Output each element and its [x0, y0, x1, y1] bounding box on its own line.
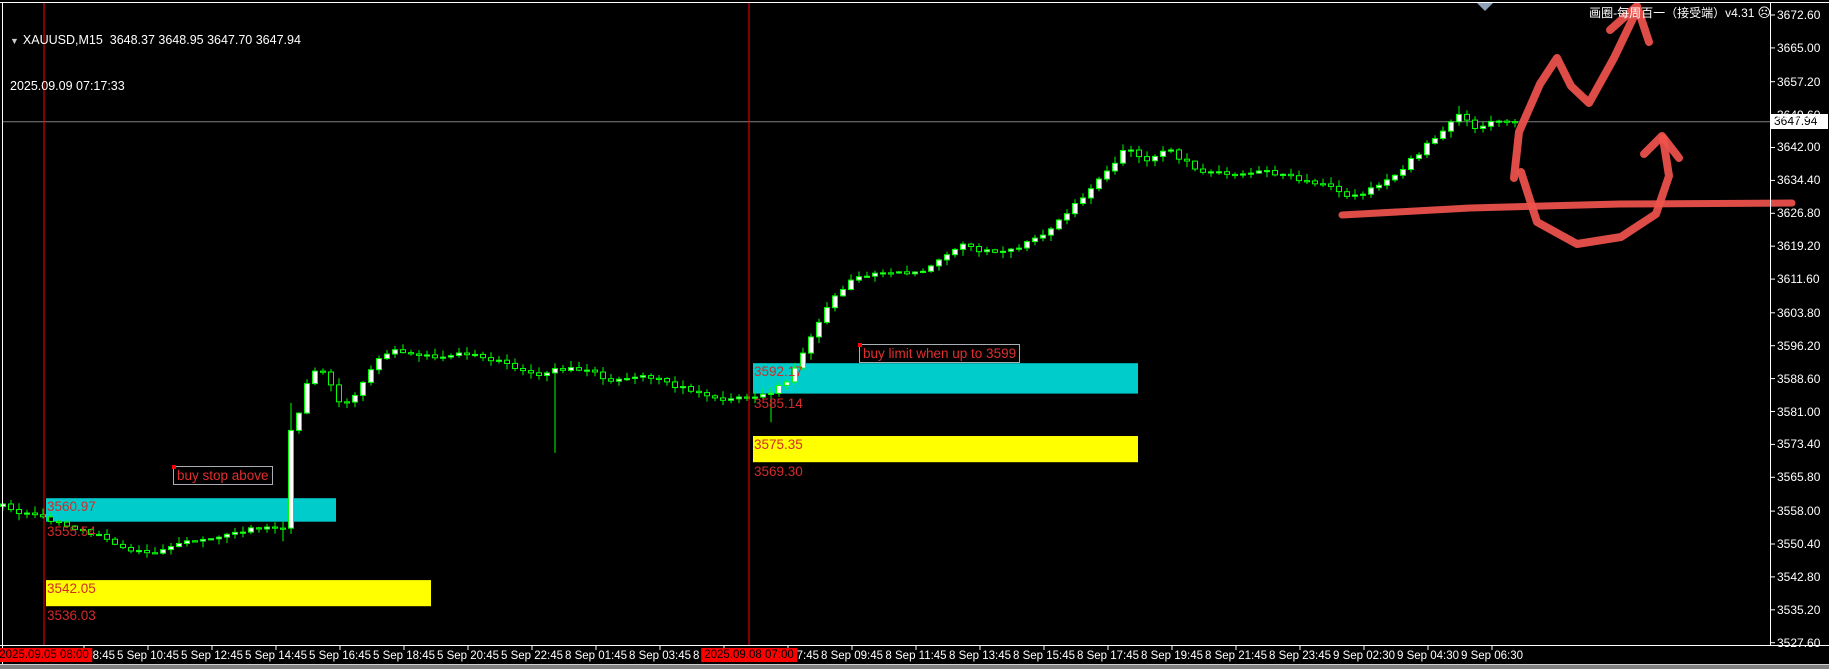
zone-rect-3[interactable] [753, 436, 1138, 463]
time-axis-label: 8 Sep 17:45 [1076, 650, 1140, 662]
vline-time-tag[interactable]: 2025.09.05 08:00 [0, 648, 92, 662]
price-axis-label: 3565.80 [1777, 470, 1821, 484]
curve-up-arrow[interactable] [1517, 134, 1673, 248]
zone-price-label: 3542.05 [47, 581, 96, 596]
note-text-box[interactable]: buy limit when up to 3599 [858, 343, 1021, 363]
price-axis-label: 3665.00 [1777, 41, 1821, 55]
window-bottom-strip [0, 664, 1829, 669]
price-axis-label: 3588.60 [1777, 372, 1821, 386]
zone-price-label: 3560.97 [47, 499, 96, 514]
price-axis-label: 3611.60 [1777, 272, 1820, 286]
time-axis-label: 8 Sep 19:45 [1140, 650, 1204, 662]
price-axis-label: 3672.60 [1777, 8, 1821, 22]
zone-price-label: 3555.54 [47, 524, 96, 539]
time-axis-label: 5 Sep 12:45 [180, 650, 244, 662]
window-border-top [0, 2, 1829, 3]
time-axis-label: 9 Sep 06:30 [1460, 650, 1524, 662]
zone-rect-2[interactable] [753, 363, 1138, 394]
price-axis-label: 3542.80 [1777, 570, 1821, 584]
time-axis-label: 8 Sep 13:45 [948, 650, 1012, 662]
zone-price-label: 3569.30 [754, 464, 803, 479]
current-price-tag: 3647.94 [1771, 114, 1828, 129]
price-axis-label: 3603.80 [1777, 306, 1821, 320]
trend-line[interactable] [1338, 199, 1796, 219]
price-axis-label: 3642.00 [1777, 140, 1821, 154]
price-axis-label: 3535.20 [1777, 603, 1821, 617]
time-axis-label: 8 Sep 11:45 [885, 650, 947, 662]
zone-rect-1[interactable] [46, 580, 431, 607]
zone-price-label: 3592.17 [754, 364, 803, 379]
zone-price-label: 3536.03 [47, 608, 96, 623]
zone-rect-0[interactable] [46, 498, 336, 522]
note-text-box[interactable]: buy stop above [172, 465, 273, 485]
chart-shift-marker-icon[interactable] [1477, 3, 1493, 11]
time-axis-label: 5 Sep 18:45 [372, 650, 436, 662]
price-axis-label: 3657.20 [1777, 75, 1821, 89]
price-axis-label: 3596.20 [1777, 339, 1821, 353]
time-axis-label: 8 Sep 21:45 [1204, 650, 1268, 662]
zigzag-arrowhead[interactable] [1606, 2, 1653, 46]
zone-price-label: 3575.35 [754, 437, 803, 452]
symbol-dropdown-icon[interactable]: ▼ [10, 36, 19, 46]
time-axis-label: 8 Sep 03:45 [628, 650, 692, 662]
time-axis-label: 5 Sep 16:45 [308, 650, 372, 662]
indicator-name-text: 画圈-每周百一（接受端）v4.31 [1589, 6, 1755, 20]
time-axis-label: 5 Sep 14:45 [244, 650, 308, 662]
indicator-label: 画圈-每周百一（接受端）v4.31 ☹ [1589, 4, 1771, 21]
time-axis-separator [0, 645, 1829, 646]
zigzag-up-arrow[interactable] [1510, 6, 1641, 182]
price-axis-label: 3581.00 [1777, 405, 1821, 419]
note-anchor-dot [858, 343, 862, 347]
vline-time-tag[interactable]: 2025.09.08 07:00 [701, 648, 797, 662]
server-clock: 2025.09.09 07:17:33 [10, 79, 125, 93]
chart-header: ▼ XAUUSD,M15 3648.37 3648.95 3647.70 3647… [10, 3, 301, 124]
symbol-ohlc-line: XAUUSD,M15 3648.37 3648.95 3647.70 3647.… [22, 33, 301, 47]
price-axis-label: 3527.60 [1777, 636, 1821, 650]
time-axis-label: 5 Sep 10:45 [116, 650, 180, 662]
time-axis-label: 5 Sep 22:45 [500, 650, 564, 662]
price-axis-label: 3626.80 [1777, 206, 1821, 220]
price-axis-label: 3634.40 [1777, 173, 1821, 187]
price-zones[interactable] [46, 363, 1138, 607]
candles [0, 105, 1518, 558]
price-axis-label: 3558.00 [1777, 504, 1821, 518]
price-axis-label: 3573.40 [1777, 437, 1821, 451]
price-axis-label: 3619.20 [1777, 239, 1821, 253]
time-axis-label: 8 Sep 23:45 [1268, 650, 1332, 662]
time-axis-label: 8 Sep 09:45 [820, 650, 884, 662]
hand-drawn-annotations[interactable] [1338, 2, 1796, 248]
time-axis-label: 9 Sep 04:30 [1396, 650, 1460, 662]
time-axis-label: 5 Sep 20:45 [436, 650, 500, 662]
time-axis-label: 8 Sep 15:45 [1012, 650, 1076, 662]
price-axis-separator [1770, 2, 1771, 646]
note-anchor-dot [172, 465, 176, 469]
window-border-left [2, 2, 3, 665]
sad-face-icon: ☹ [1757, 5, 1771, 20]
price-axis-label: 3649.60 [1777, 108, 1821, 122]
time-axis-label: 9 Sep 02:30 [1332, 650, 1396, 662]
zone-price-label: 3585.14 [754, 396, 803, 411]
price-axis-label: 3550.40 [1777, 537, 1821, 551]
time-axis-label: 8 Sep 01:45 [564, 650, 628, 662]
curve-arrowhead[interactable] [1640, 132, 1683, 162]
